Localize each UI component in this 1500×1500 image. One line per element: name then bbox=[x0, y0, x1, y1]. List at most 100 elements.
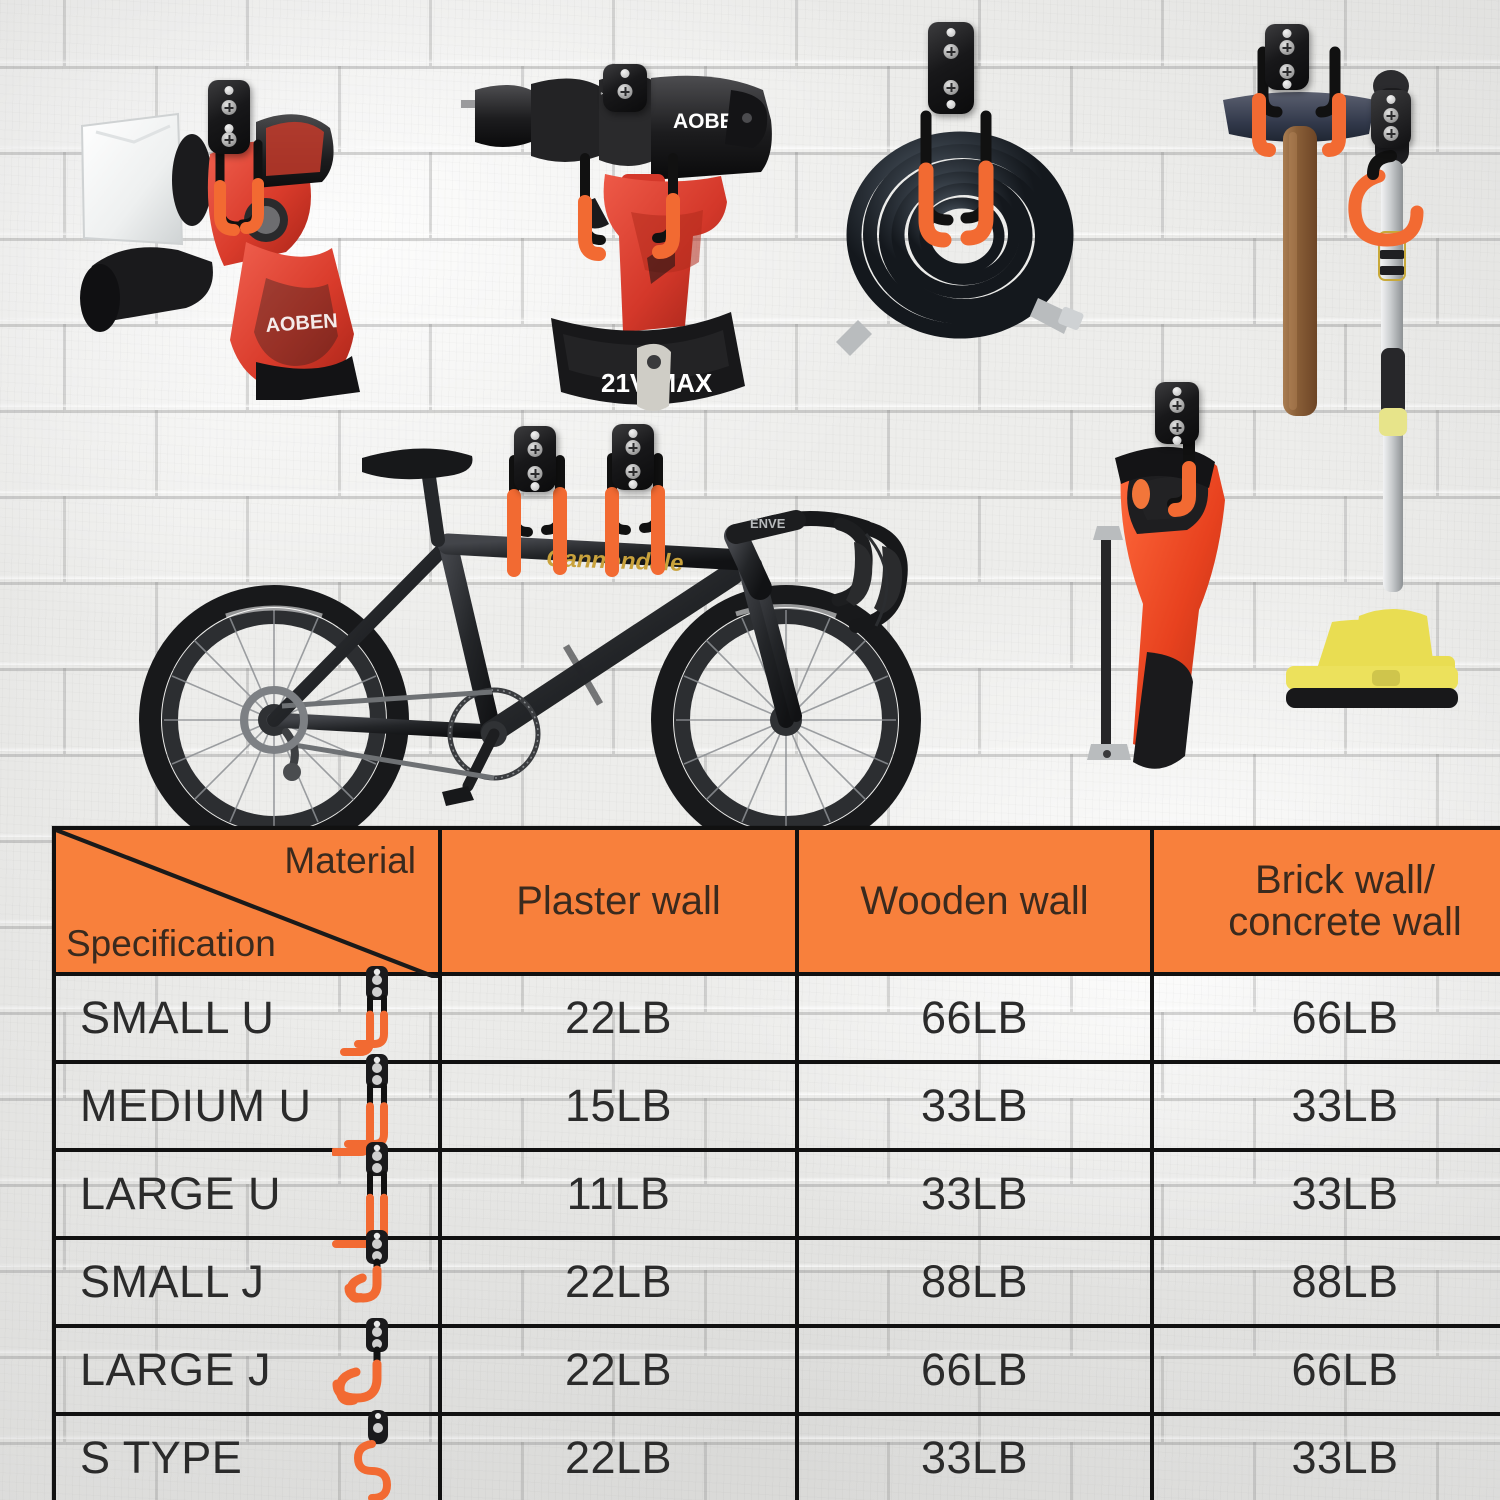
plaster-value: 22LB bbox=[564, 1256, 673, 1307]
plaster-value: 22LB bbox=[564, 1432, 673, 1483]
large-u-hook-graphic bbox=[1252, 46, 1346, 157]
large-u-hook-graphic bbox=[918, 110, 994, 248]
sledge-hammer-item bbox=[1205, 22, 1395, 442]
header-plaster-wall: Plaster wall bbox=[438, 826, 799, 976]
coiled-hose-item bbox=[830, 20, 1120, 420]
hose-fitting bbox=[836, 320, 872, 356]
spec-name-cell: LARGE J bbox=[52, 1318, 442, 1416]
s-type-hook-graphic bbox=[1348, 150, 1424, 247]
drivetrain bbox=[240, 686, 541, 806]
bike-u-hook-right bbox=[605, 453, 665, 577]
wooden-value-cell: 33LB bbox=[795, 1148, 1154, 1240]
brick-value: 66LB bbox=[1291, 1344, 1399, 1395]
hose-fitting bbox=[1030, 298, 1084, 334]
table-row: LARGE J 22LB 66LB 66LB bbox=[52, 1318, 1500, 1416]
large-j-hook-icon bbox=[332, 1316, 424, 1424]
spec-label: SMALL J bbox=[80, 1256, 265, 1307]
bike-u-hook-left bbox=[507, 455, 567, 577]
large-u-hook-icon bbox=[318, 1140, 424, 1256]
cordless-drill-item: 1 3 5 7 AOBEN 21V MAX bbox=[455, 62, 795, 422]
brick-value-cell: 66LB bbox=[1150, 1324, 1500, 1416]
plaster-value-cell: 22LB bbox=[438, 1236, 799, 1328]
brick-value: 66LB bbox=[1291, 992, 1399, 1043]
hose-coil-graphic bbox=[836, 110, 1084, 356]
spec-name-cell: LARGE U bbox=[52, 1142, 442, 1256]
brick-value: 88LB bbox=[1291, 1256, 1399, 1307]
load-capacity-table: Material Specification Plaster wall Wood… bbox=[52, 826, 1500, 1500]
hook-mount-plate bbox=[928, 22, 974, 114]
diagonal-divider-line bbox=[56, 830, 438, 979]
small-u-hook-icon bbox=[332, 964, 424, 1072]
brick-value: 33LB bbox=[1291, 1080, 1399, 1131]
wooden-value-cell: 33LB bbox=[795, 1412, 1154, 1500]
handlebar: ENVE bbox=[726, 510, 908, 633]
wooden-value: 88LB bbox=[920, 1256, 1029, 1307]
plaster-value: 22LB bbox=[564, 1344, 673, 1395]
floor-squeegee-graphic bbox=[1286, 619, 1458, 708]
drill-graphic: 1 3 5 7 AOBEN 21V MAX bbox=[461, 74, 772, 411]
plaster-value-cell: 11LB bbox=[438, 1148, 799, 1240]
brick-value: 33LB bbox=[1291, 1432, 1399, 1483]
floor-squeegee-item bbox=[1280, 618, 1480, 728]
plaster-value: 15LB bbox=[564, 1080, 673, 1131]
wooden-value-cell: 88LB bbox=[795, 1236, 1154, 1328]
table-body: SMALL U 22LB 66LB 66LB MEDIUM U 15LB 33LB 33LB L… bbox=[52, 966, 1500, 1500]
hook-mount-plate bbox=[1371, 90, 1411, 148]
spec-label: LARGE U bbox=[80, 1168, 282, 1219]
svg-text:AOBEN: AOBEN bbox=[265, 310, 339, 337]
hook-mount-plate bbox=[1265, 24, 1309, 90]
small-u-hook-graphic bbox=[214, 139, 264, 236]
table-row: S TYPE 22LB 33LB 33LB bbox=[52, 1410, 1500, 1500]
brick-value-cell: 33LB bbox=[1150, 1412, 1500, 1500]
wooden-value-cell: 66LB bbox=[795, 1324, 1154, 1416]
brick-value-cell: 33LB bbox=[1150, 1148, 1500, 1240]
medium-u-hook-graphic bbox=[578, 153, 680, 261]
spec-name-cell: SMALL U bbox=[52, 966, 442, 1064]
plaster-value-cell: 22LB bbox=[438, 1324, 799, 1416]
spec-label: SMALL U bbox=[80, 992, 275, 1043]
wooden-value: 66LB bbox=[920, 992, 1029, 1043]
table-row: MEDIUM U 15LB 33LB 33LB bbox=[52, 1054, 1500, 1156]
plaster-value: 11LB bbox=[566, 1168, 671, 1219]
hook-mount-plate bbox=[612, 424, 654, 490]
plaster-value-cell: 22LB bbox=[438, 1412, 799, 1500]
plaster-value: 22LB bbox=[564, 992, 673, 1043]
wooden-value: 33LB bbox=[920, 1080, 1029, 1131]
brick-value-cell: 88LB bbox=[1150, 1236, 1500, 1328]
table-row: LARGE U 11LB 33LB 33LB bbox=[52, 1142, 1500, 1256]
header-wooden-wall: Wooden wall bbox=[795, 826, 1154, 976]
brick-value-cell: 66LB bbox=[1150, 972, 1500, 1064]
spec-name-cell: S TYPE bbox=[52, 1410, 442, 1500]
bicycle-graphic: Cannondale ENVE bbox=[139, 448, 921, 855]
table-header: Material Specification Plaster wall Wood… bbox=[52, 826, 1500, 979]
wooden-value: 66LB bbox=[920, 1344, 1029, 1395]
hacksaw-item bbox=[1085, 382, 1365, 782]
header-brick-wall: Brick wall/ concrete wall bbox=[1150, 826, 1500, 976]
spec-label: LARGE J bbox=[80, 1344, 272, 1395]
hook-mount-plate bbox=[514, 426, 556, 492]
wooden-value-cell: 66LB bbox=[795, 972, 1154, 1064]
road-bicycle-item: Cannondale ENVE bbox=[96, 414, 1026, 855]
spec-name-cell: SMALL J bbox=[52, 1230, 442, 1328]
spec-name-cell: MEDIUM U bbox=[52, 1054, 442, 1156]
table-row: SMALL J 22LB 88LB 88LB bbox=[52, 1230, 1500, 1328]
wooden-value: 33LB bbox=[920, 1168, 1029, 1219]
svg-text:ENVE: ENVE bbox=[750, 516, 786, 531]
brick-value: 33LB bbox=[1291, 1168, 1399, 1219]
spec-label: MEDIUM U bbox=[80, 1080, 312, 1131]
wooden-value-cell: 33LB bbox=[795, 1060, 1154, 1152]
medium-u-hook-icon bbox=[330, 1052, 424, 1160]
paint-sprayer-item: AOBEN bbox=[70, 70, 400, 406]
small-j-hook-icon bbox=[332, 1228, 424, 1336]
header-specification-label: Specification bbox=[66, 923, 276, 965]
header-brick-line-2: concrete wall bbox=[1228, 900, 1462, 944]
hammer-graphic bbox=[1223, 46, 1375, 416]
plaster-value-cell: 22LB bbox=[438, 972, 799, 1064]
s-type-hook-icon bbox=[332, 1404, 424, 1500]
hook-mount-plate bbox=[208, 80, 250, 154]
header-material-label: Material bbox=[284, 840, 416, 881]
table-row: SMALL U 22LB 66LB 66LB bbox=[52, 966, 1500, 1064]
header-brick-line-1: Brick wall/ bbox=[1254, 858, 1436, 902]
wooden-value: 33LB bbox=[920, 1432, 1029, 1483]
